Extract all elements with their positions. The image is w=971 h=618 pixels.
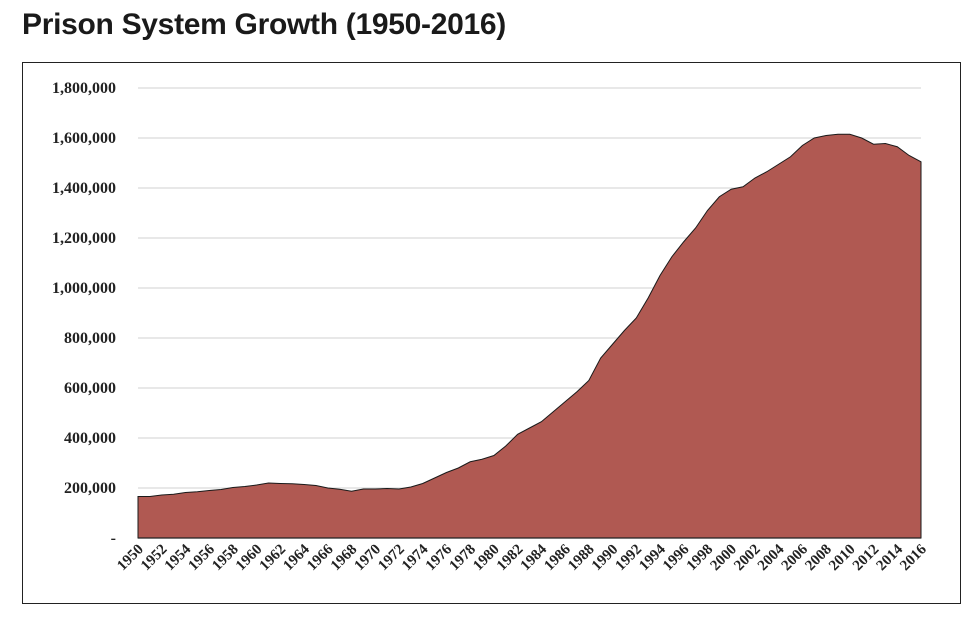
- y-tick-label: 400,000: [64, 430, 116, 447]
- y-tick-label: 800,000: [64, 330, 116, 347]
- y-tick-label: -: [111, 530, 116, 547]
- x-tick-label: 2016: [897, 541, 930, 574]
- y-tick-label: 1,800,000: [52, 80, 116, 97]
- chart-title: Prison System Growth (1950-2016): [22, 8, 506, 41]
- series-area: [137, 133, 922, 539]
- y-tick-label: 1,400,000: [52, 180, 116, 197]
- y-tick-label: 1,200,000: [52, 230, 116, 247]
- y-tick-label: 1,600,000: [52, 130, 116, 147]
- y-tick-label: 1,000,000: [52, 280, 116, 297]
- y-tick-label: 600,000: [64, 380, 116, 397]
- y-tick-label: 200,000: [64, 480, 116, 497]
